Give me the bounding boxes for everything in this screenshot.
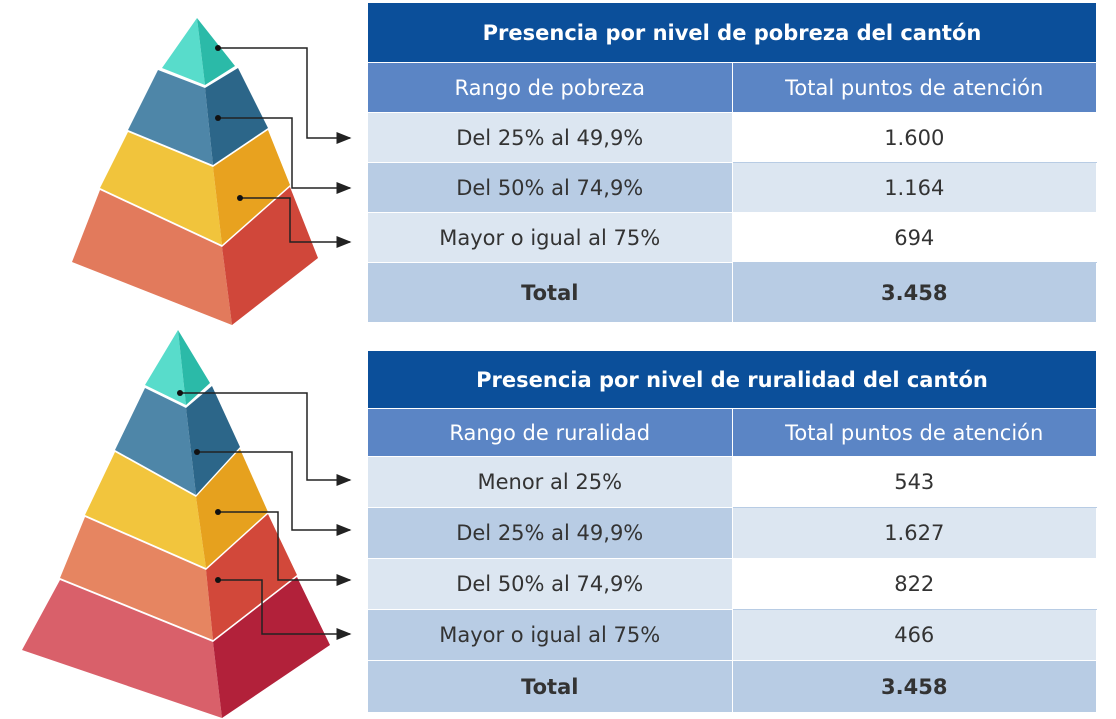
range-cell: Menor al 25%	[368, 457, 733, 508]
count-cell: 1.164	[732, 163, 1097, 213]
table-row: Del 50% al 74,9%822	[368, 559, 1097, 610]
column-header: Total puntos de atención	[732, 409, 1097, 457]
range-cell: Del 50% al 74,9%	[368, 559, 733, 610]
table-title: Presencia por nivel de pobreza del cantó…	[368, 3, 1097, 63]
data-table: Presencia por nivel de pobreza del cantó…	[367, 2, 1097, 323]
pyramids	[0, 0, 366, 719]
column-header: Total puntos de atención	[732, 63, 1097, 113]
table-row: Del 50% al 74,9%1.164	[368, 163, 1097, 213]
count-cell: 1.627	[732, 508, 1097, 559]
pyramid-bottom	[22, 330, 330, 718]
table-row: Mayor o igual al 75%694	[368, 213, 1097, 263]
page: Presencia por nivel de pobreza del cantó…	[0, 0, 1116, 719]
total-value: 3.458	[732, 661, 1097, 713]
total-label: Total	[368, 661, 733, 713]
table-row: Del 25% al 49,9%1.627	[368, 508, 1097, 559]
table-row: Presencia por nivel de pobreza del cantó…	[368, 3, 1097, 63]
table-row: Menor al 25%543	[368, 457, 1097, 508]
pyramid-top	[72, 18, 318, 325]
count-cell: 543	[732, 457, 1097, 508]
range-cell: Del 50% al 74,9%	[368, 163, 733, 213]
count-cell: 822	[732, 559, 1097, 610]
range-cell: Del 25% al 49,9%	[368, 508, 733, 559]
table-row: Mayor o igual al 75%466	[368, 610, 1097, 661]
count-cell: 694	[732, 213, 1097, 263]
range-cell: Mayor o igual al 75%	[368, 610, 733, 661]
range-cell: Del 25% al 49,9%	[368, 113, 733, 163]
count-cell: 466	[732, 610, 1097, 661]
column-header: Rango de ruralidad	[368, 409, 733, 457]
data-table: Presencia por nivel de ruralidad del can…	[367, 350, 1097, 713]
range-cell: Mayor o igual al 75%	[368, 213, 733, 263]
table-title: Presencia por nivel de ruralidad del can…	[368, 351, 1097, 409]
total-label: Total	[368, 263, 733, 323]
table-row: Del 25% al 49,9%1.600	[368, 113, 1097, 163]
count-cell: 1.600	[732, 113, 1097, 163]
column-header: Rango de pobreza	[368, 63, 733, 113]
table-row: Presencia por nivel de ruralidad del can…	[368, 351, 1097, 409]
total-value: 3.458	[732, 263, 1097, 323]
